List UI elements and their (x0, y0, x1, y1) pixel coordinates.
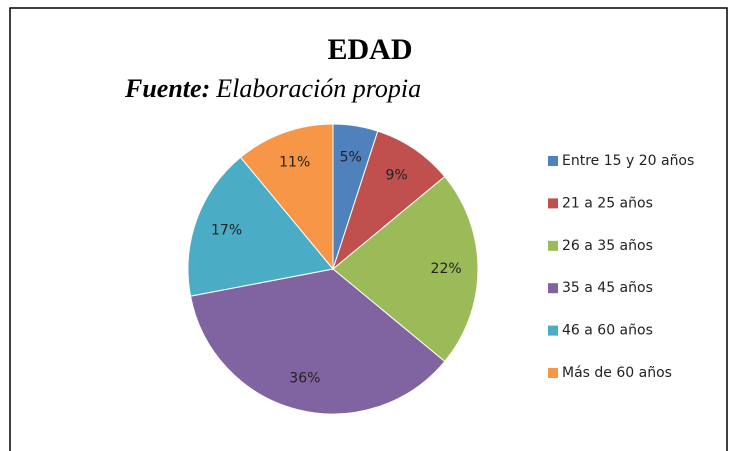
legend-swatch (548, 283, 558, 294)
data-label: 36% (289, 371, 320, 387)
chart-title: EDAD (327, 33, 412, 66)
legend-label: 21 a 25 años (562, 195, 653, 211)
data-label: 11% (279, 155, 310, 171)
legend-swatch (548, 368, 558, 378)
legend-swatch (548, 198, 558, 209)
legend-swatch (548, 325, 558, 336)
legend-label: 46 a 60 años (562, 323, 653, 339)
pie-slice (187, 156, 334, 297)
data-label: 5% (340, 149, 362, 165)
legend-label: Entre 15 y 20 años (562, 153, 694, 169)
pie-slice (331, 130, 446, 271)
pie-slice (332, 175, 479, 363)
data-label: 9% (385, 167, 407, 183)
chart-subtitle: Fuente: Elaboración propia (124, 74, 421, 103)
pie-slice (239, 123, 334, 271)
data-label: 17% (211, 223, 242, 239)
legend-swatch (548, 240, 558, 251)
legend-label: 35 a 45 años (562, 280, 653, 296)
data-label: 22% (431, 261, 462, 277)
source-label: Fuente: (124, 74, 210, 103)
legend-label: Más de 60 años (562, 365, 672, 381)
source: Elaboración propia (215, 74, 421, 103)
legend-label: 26 a 35 años (562, 238, 653, 254)
legend-swatch (548, 156, 558, 166)
pie-slice (189, 268, 446, 415)
